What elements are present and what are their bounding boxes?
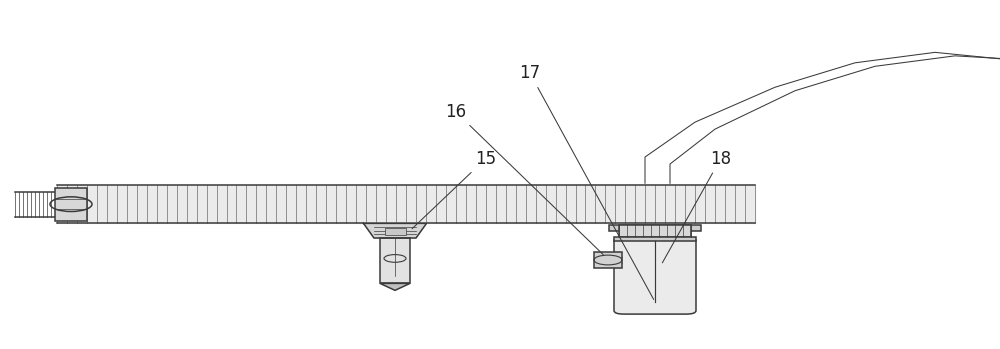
Text: 15: 15: [412, 150, 496, 229]
Bar: [594, 252, 622, 268]
FancyBboxPatch shape: [614, 237, 696, 314]
Bar: [609, 225, 701, 231]
Bar: [614, 237, 696, 241]
Text: 16: 16: [445, 103, 603, 254]
Bar: [384, 228, 406, 235]
Bar: [380, 238, 410, 283]
Bar: [55, 188, 87, 221]
Text: 17: 17: [519, 64, 654, 299]
Polygon shape: [380, 283, 410, 290]
Polygon shape: [364, 223, 426, 238]
Text: 18: 18: [662, 150, 731, 263]
Bar: [619, 225, 691, 237]
